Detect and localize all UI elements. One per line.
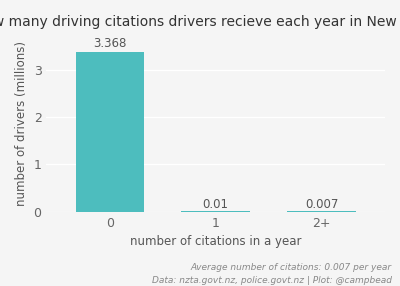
X-axis label: number of citations in a year: number of citations in a year bbox=[130, 235, 302, 248]
Text: Average number of citations: 0.007 per year
Data: nzta.govt.nz, police.govt.nz |: Average number of citations: 0.007 per y… bbox=[152, 263, 392, 285]
Bar bbox=[181, 211, 250, 212]
Text: 3.368: 3.368 bbox=[93, 37, 126, 50]
Title: How many driving citations drivers recieve each year in New Zealand: How many driving citations drivers recie… bbox=[0, 15, 400, 29]
Text: 0.007: 0.007 bbox=[305, 198, 338, 211]
Text: 0.01: 0.01 bbox=[203, 198, 229, 211]
Bar bbox=[287, 211, 356, 212]
Bar bbox=[76, 52, 144, 212]
Y-axis label: number of drivers (millions): number of drivers (millions) bbox=[15, 41, 28, 206]
